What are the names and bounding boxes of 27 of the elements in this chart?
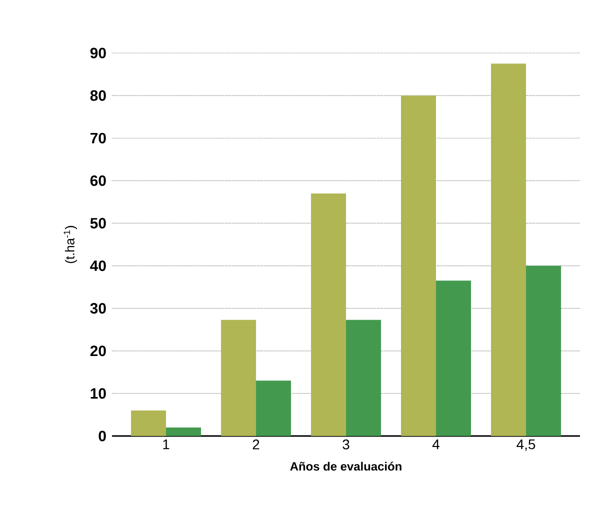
x-tick-label: 4: [432, 440, 440, 450]
y-tick-label: 10: [90, 388, 106, 399]
x-tick-label: 3: [342, 440, 350, 450]
y-tick-label: 40: [90, 260, 106, 272]
bar: [131, 410, 166, 436]
y-tick-label: 30: [90, 303, 106, 314]
bar: [311, 193, 346, 436]
y-tick-label: 50: [90, 218, 106, 229]
x-axis-title: Años de evaluación: [290, 462, 402, 471]
y-tick-label: 20: [90, 346, 106, 356]
y-tick-label: 0: [98, 430, 106, 442]
y-tick-label: 60: [90, 175, 106, 186]
y-axis-title: (t.ha$^{-1}$): [64, 226, 78, 264]
x-tick-label: 4,5: [516, 440, 536, 451]
y-tick-label: 80: [90, 90, 106, 101]
bar: [346, 320, 382, 436]
bar: [526, 266, 562, 436]
bar: [221, 320, 256, 436]
y-tick-label: 90: [90, 48, 106, 58]
bar: [401, 96, 436, 436]
x-tick-label: 1: [163, 440, 170, 450]
x-tick-label: 2: [252, 440, 260, 450]
bar: [256, 380, 291, 436]
bar: [436, 280, 472, 436]
y-tick-label: 70: [90, 132, 106, 144]
bar: [166, 427, 201, 436]
bar: [491, 64, 526, 436]
